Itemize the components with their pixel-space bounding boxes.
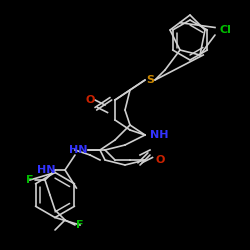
Text: HN: HN [69, 145, 87, 155]
Text: HN: HN [36, 165, 55, 175]
Text: O: O [86, 95, 95, 105]
Text: F: F [76, 220, 84, 230]
Text: F: F [26, 175, 34, 185]
Text: NH: NH [150, 130, 169, 140]
Text: O: O [155, 155, 164, 165]
Text: S: S [146, 75, 154, 85]
Text: Cl: Cl [220, 25, 232, 35]
